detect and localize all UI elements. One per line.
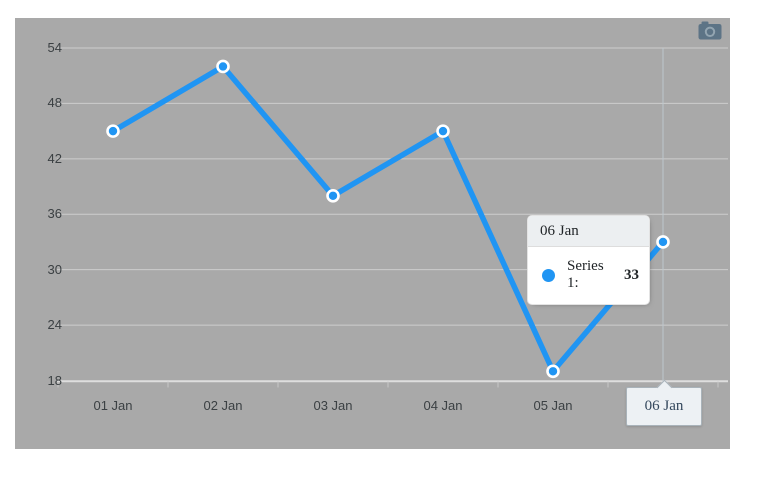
y-axis-label: 48 — [47, 95, 62, 111]
x-axis-label: 03 Jan — [313, 398, 353, 413]
data-point-marker — [546, 364, 560, 379]
data-point-marker — [326, 188, 340, 203]
chart-panel: 54 48 42 36 30 24 18 01 Jan 02 Jan 03 Jan 04 Jan 05… — [15, 18, 730, 449]
x-axis-label: 01 Jan — [93, 398, 133, 413]
tooltip: 06 Jan Series 1: 33 — [527, 215, 650, 305]
camera-icon — [698, 21, 722, 40]
tooltip-body: Series 1: 33 — [528, 247, 649, 304]
y-axis-label: 24 — [47, 317, 62, 333]
y-axis-label: 54 — [47, 40, 62, 55]
series-line — [110, 63, 666, 375]
data-point-marker — [656, 235, 670, 249]
line-chart — [57, 47, 728, 388]
xaxis-tooltip: 06 Jan — [626, 379, 702, 426]
camera-export-button[interactable] — [697, 21, 723, 41]
tooltip-title: 06 Jan — [528, 216, 649, 247]
y-axis-label: 30 — [47, 261, 62, 277]
y-axis-label: 18 — [47, 372, 62, 388]
x-axis-label: 05 Jan — [533, 398, 573, 413]
xaxis-tooltip-label: 06 Jan — [644, 398, 684, 414]
series-marker-icon — [542, 268, 555, 282]
data-point-marker — [216, 59, 230, 74]
x-axis-label: 04 Jan — [423, 398, 463, 413]
data-point-marker — [106, 124, 120, 138]
data-point-marker — [436, 124, 450, 138]
x-axis-label: 02 Jan — [203, 398, 243, 413]
tooltip-value: 33 — [624, 266, 639, 283]
y-axis-label: 42 — [47, 150, 62, 166]
y-axis-label: 36 — [47, 206, 62, 222]
tooltip-series-label: Series 1: — [567, 258, 604, 291]
